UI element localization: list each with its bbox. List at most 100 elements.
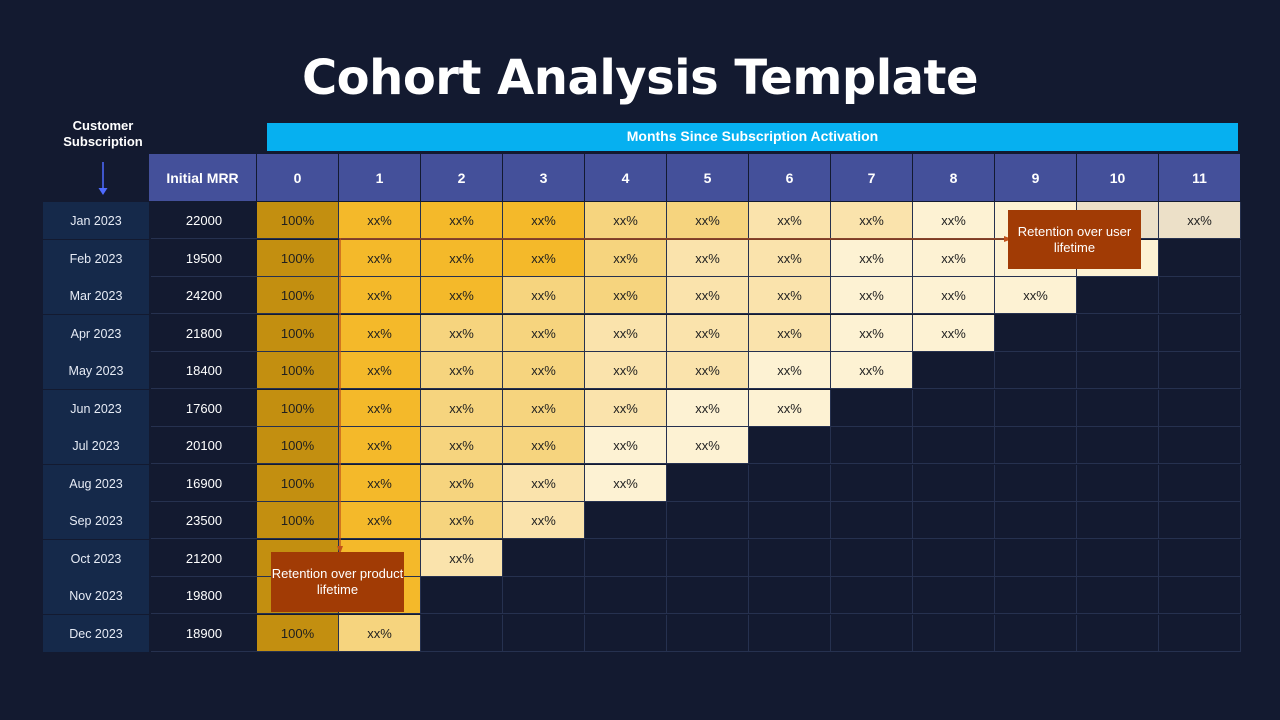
- retention-cell: xx%: [503, 427, 585, 464]
- initial-mrr-cell: 19800: [151, 577, 257, 614]
- initial-mrr-cell: 23500: [151, 502, 257, 539]
- row-label-month: Oct 2023: [43, 540, 149, 577]
- retention-cell: xx%: [421, 502, 503, 539]
- column-header-month: 4: [585, 154, 667, 201]
- retention-cell: xx%: [503, 352, 585, 389]
- empty-cell: [1159, 352, 1241, 389]
- empty-cell: [585, 540, 667, 577]
- retention-cell: xx%: [421, 277, 503, 314]
- empty-cell: [1159, 465, 1241, 502]
- retention-cell: 100%: [257, 202, 339, 239]
- retention-cell: 100%: [257, 427, 339, 464]
- empty-cell: [667, 577, 749, 614]
- column-header-month: 6: [749, 154, 831, 201]
- column-header-month: 5: [667, 154, 749, 201]
- retention-cell: 100%: [257, 390, 339, 427]
- retention-cell: xx%: [831, 315, 913, 352]
- retention-cell: xx%: [339, 427, 421, 464]
- empty-cell: [831, 390, 913, 427]
- arrow-down-icon: [337, 238, 343, 554]
- initial-mrr-cell: 22000: [151, 202, 257, 239]
- row-label-month: Jun 2023: [43, 390, 149, 427]
- column-header-month: 3: [503, 154, 585, 201]
- empty-cell: [1159, 315, 1241, 352]
- page-title: Cohort Analysis Template: [301, 50, 979, 106]
- retention-cell: 100%: [257, 615, 339, 652]
- empty-cell: [749, 577, 831, 614]
- months-header-bar: Months Since Subscription Activation: [267, 123, 1238, 151]
- empty-cell: [995, 315, 1077, 352]
- empty-cell: [503, 615, 585, 652]
- empty-cell: [913, 577, 995, 614]
- empty-cell: [585, 577, 667, 614]
- empty-cell: [913, 465, 995, 502]
- column-header-month: 2: [421, 154, 503, 201]
- empty-cell: [585, 502, 667, 539]
- retention-cell: xx%: [913, 277, 995, 314]
- empty-cell: [1159, 277, 1241, 314]
- empty-cell: [667, 465, 749, 502]
- retention-cell: 100%: [257, 240, 339, 277]
- empty-cell: [667, 502, 749, 539]
- initial-mrr-cell: 21200: [151, 540, 257, 577]
- row-label-month: Feb 2023: [43, 240, 149, 277]
- retention-cell: xx%: [913, 240, 995, 277]
- retention-cell: xx%: [339, 202, 421, 239]
- retention-cell: xx%: [1159, 202, 1241, 239]
- row-label-month: Dec 2023: [43, 615, 149, 652]
- empty-cell: [585, 615, 667, 652]
- retention-cell: xx%: [421, 465, 503, 502]
- empty-cell: [913, 427, 995, 464]
- retention-cell: xx%: [585, 352, 667, 389]
- empty-cell: [913, 540, 995, 577]
- empty-cell: [1077, 277, 1159, 314]
- retention-cell: 100%: [257, 465, 339, 502]
- empty-cell: [831, 540, 913, 577]
- row-label-month: Jan 2023: [43, 202, 149, 239]
- empty-cell: [503, 540, 585, 577]
- retention-cell: xx%: [339, 502, 421, 539]
- callout-product-lifetime: Retention over product lifetime: [271, 552, 404, 612]
- empty-cell: [913, 615, 995, 652]
- row-label-month: Aug 2023: [43, 465, 149, 502]
- initial-mrr-cell: 20100: [151, 427, 257, 464]
- empty-cell: [995, 615, 1077, 652]
- retention-cell: 100%: [257, 277, 339, 314]
- empty-cell: [831, 427, 913, 464]
- retention-cell: xx%: [503, 465, 585, 502]
- retention-cell: xx%: [749, 202, 831, 239]
- empty-cell: [1077, 390, 1159, 427]
- retention-cell: xx%: [667, 277, 749, 314]
- empty-cell: [1077, 465, 1159, 502]
- column-header-month: 9: [995, 154, 1077, 201]
- empty-cell: [831, 615, 913, 652]
- row-label-month: Nov 2023: [43, 577, 149, 614]
- retention-cell: xx%: [339, 615, 421, 652]
- empty-cell: [1077, 352, 1159, 389]
- retention-cell: xx%: [503, 240, 585, 277]
- retention-cell: xx%: [421, 202, 503, 239]
- column-header-month: 11: [1159, 154, 1241, 201]
- initial-mrr-cell: 18900: [151, 615, 257, 652]
- retention-cell: xx%: [421, 240, 503, 277]
- column-header-month: 10: [1077, 154, 1159, 201]
- retention-cell: xx%: [585, 240, 667, 277]
- retention-cell: xx%: [913, 202, 995, 239]
- retention-cell: xx%: [585, 427, 667, 464]
- retention-cell: xx%: [503, 277, 585, 314]
- retention-cell: xx%: [339, 352, 421, 389]
- retention-cell: xx%: [831, 240, 913, 277]
- retention-cell: xx%: [667, 202, 749, 239]
- retention-cell: 100%: [257, 502, 339, 539]
- empty-cell: [749, 615, 831, 652]
- empty-cell: [995, 352, 1077, 389]
- empty-cell: [831, 577, 913, 614]
- initial-mrr-cell: 24200: [151, 277, 257, 314]
- row-label-month: Jul 2023: [43, 427, 149, 464]
- retention-cell: xx%: [339, 465, 421, 502]
- empty-cell: [1159, 577, 1241, 614]
- initial-mrr-cell: 21800: [151, 315, 257, 352]
- retention-cell: xx%: [503, 202, 585, 239]
- empty-cell: [1159, 390, 1241, 427]
- column-header-month: 0: [257, 154, 339, 201]
